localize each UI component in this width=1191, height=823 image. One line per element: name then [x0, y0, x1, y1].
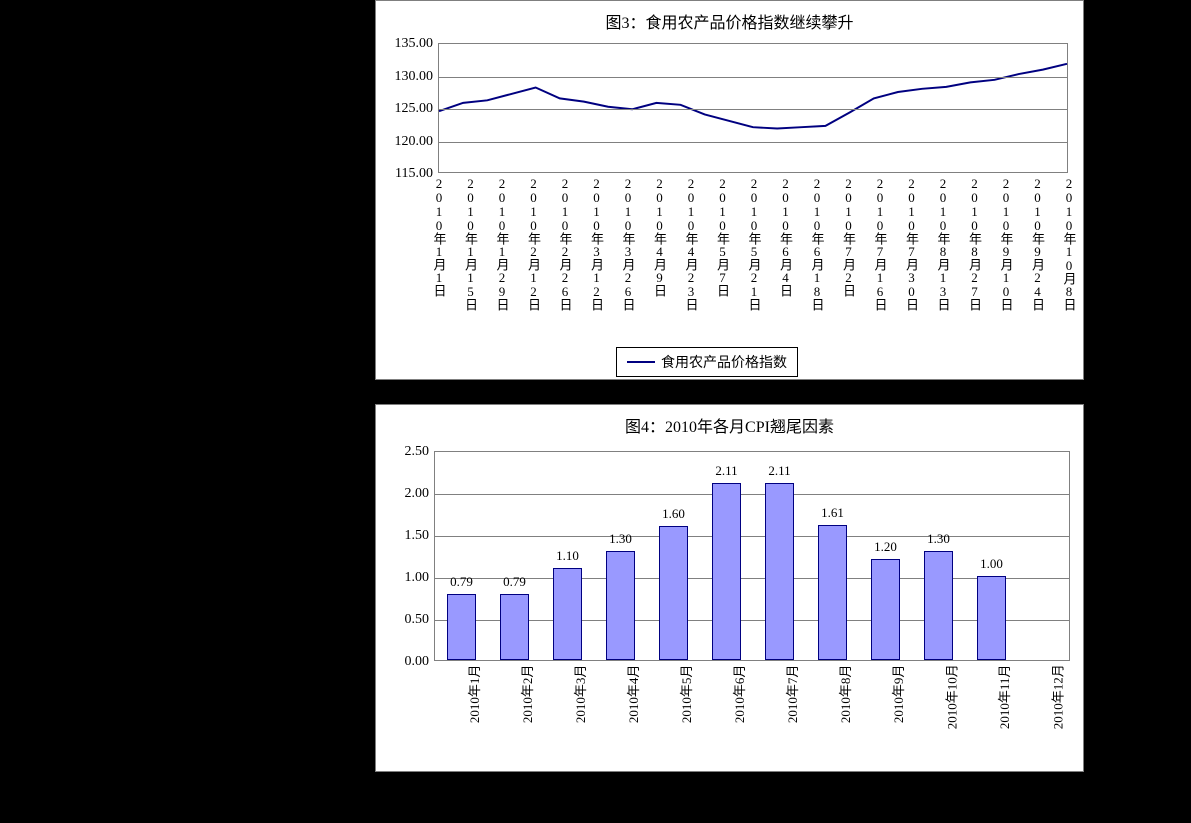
chart4-gridline — [435, 620, 1069, 621]
chart4-y-tick-label: 2.50 — [405, 444, 436, 460]
chart4-x-tick-label: 2010年1月 — [460, 660, 463, 663]
chart3-x-tick-label: 2010年1月29日 — [493, 172, 512, 310]
chart3-x-tick-label: 2010年4月9日 — [650, 172, 669, 296]
chart4-bar — [553, 568, 582, 660]
chart3-x-tick-label: 2010年3月26日 — [619, 172, 638, 310]
chart4-bar — [712, 483, 741, 660]
chart4-y-tick-label: 0.00 — [405, 654, 436, 670]
chart4-y-tick-label: 0.50 — [405, 612, 436, 628]
chart4-bar — [924, 551, 953, 660]
chart3-x-tick-label: 2010年1月1日 — [430, 172, 449, 296]
chart4-x-tick-label: 2010年7月 — [778, 660, 781, 663]
chart3-x-tick-label: 2010年7月30日 — [902, 172, 921, 310]
chart3-gridline — [439, 142, 1067, 143]
chart3-y-tick-label: 130.00 — [395, 69, 440, 85]
chart3-y-tick-label: 120.00 — [395, 134, 440, 150]
chart3-panel: 图3：食用农产品价格指数继续攀升 115.00120.00125.00130.0… — [375, 0, 1084, 380]
chart4-gridline — [435, 578, 1069, 579]
chart4-x-tick-label: 2010年9月 — [884, 660, 887, 663]
chart4-bar-label: 2.11 — [715, 463, 737, 479]
chart3-legend-line — [627, 361, 655, 363]
chart3-gridline — [439, 109, 1067, 110]
chart4-bar-label: 1.61 — [821, 505, 844, 521]
chart4-y-tick-label: 1.50 — [405, 528, 436, 544]
chart3-legend-label: 食用农产品价格指数 — [661, 352, 787, 372]
chart3-x-tick-label: 2010年5月7日 — [713, 172, 732, 296]
chart4-gridline — [435, 536, 1069, 537]
chart3-legend: 食用农产品价格指数 — [616, 347, 798, 377]
chart4-bar — [447, 594, 476, 660]
chart3-x-tick-label: 2010年8月27日 — [965, 172, 984, 310]
chart3-series-line — [439, 64, 1067, 129]
chart3-y-tick-label: 135.00 — [395, 36, 440, 52]
chart4-panel: 图4：2010年各月CPI翘尾因素 0.000.501.001.502.002.… — [375, 404, 1084, 772]
chart4-x-tick-label: 2010年12月 — [1043, 660, 1046, 663]
chart4-x-tick-label: 2010年5月 — [672, 660, 675, 663]
chart4-bar-label: 1.20 — [874, 539, 897, 555]
chart3-gridline — [439, 77, 1067, 78]
chart3-x-tick-label: 2010年9月24日 — [1028, 172, 1047, 310]
chart4-bar — [606, 551, 635, 660]
chart3-x-tick-label: 2010年10月8日 — [1060, 172, 1079, 310]
chart4-bar-label: 1.10 — [556, 548, 579, 564]
chart3-x-tick-label: 2010年6月4日 — [776, 172, 795, 296]
chart3-x-tick-label: 2010年2月26日 — [556, 172, 575, 310]
chart4-bar — [818, 525, 847, 660]
chart3-x-tick-label: 2010年9月10日 — [997, 172, 1016, 310]
chart4-plot-wrap: 0.00 0.50 1.00 1.50 2.00 2.50 2010年1月 0.79 2010年… — [376, 405, 1083, 771]
chart3-plot-wrap: 115.00120.00125.00130.00135.002010年1月1日2… — [376, 1, 1083, 379]
chart3-x-tick-label: 2010年1月15日 — [461, 172, 480, 310]
chart3-x-tick-label: 2010年7月16日 — [871, 172, 890, 310]
chart3-plot-area: 115.00120.00125.00130.00135.002010年1月1日2… — [438, 43, 1068, 173]
chart4-bar-label: 1.00 — [980, 556, 1003, 572]
chart4-bar — [977, 576, 1006, 660]
chart4-bar-label: 1.60 — [662, 506, 685, 522]
chart4-bar — [765, 483, 794, 660]
chart4-x-tick-label: 2010年10月 — [937, 660, 940, 663]
chart4-bar-label: 0.79 — [503, 574, 526, 590]
chart4-bar-label: 2.11 — [768, 463, 790, 479]
chart4-y-tick-label: 1.00 — [405, 570, 436, 586]
chart3-x-tick-label: 2010年8月13日 — [934, 172, 953, 310]
chart4-bar-label: 1.30 — [927, 531, 950, 547]
chart3-y-tick-label: 125.00 — [395, 101, 440, 117]
chart3-x-tick-label: 2010年5月21日 — [745, 172, 764, 310]
chart4-y-tick-label: 2.00 — [405, 486, 436, 502]
chart4-x-tick-label: 2010年11月 — [990, 660, 993, 663]
chart4-plot-area: 0.000.501.001.502.002.502010年1月0.792010年… — [434, 451, 1070, 661]
chart4-x-tick-label: 2010年6月 — [725, 660, 728, 663]
chart3-x-tick-label: 2010年2月12日 — [524, 172, 543, 310]
chart3-x-tick-label: 2010年7月2日 — [839, 172, 858, 296]
chart3-x-tick-label: 2010年4月23日 — [682, 172, 701, 310]
chart4-bar — [871, 559, 900, 660]
chart4-x-tick-label: 2010年3月 — [566, 660, 569, 663]
chart3-line-svg — [439, 44, 1067, 172]
chart4-bar-label: 0.79 — [450, 574, 473, 590]
chart4-x-tick-label: 2010年2月 — [513, 660, 516, 663]
chart3-x-tick-label: 2010年6月18日 — [808, 172, 827, 310]
chart4-bar-label: 1.30 — [609, 531, 632, 547]
chart4-gridline — [435, 494, 1069, 495]
chart4-x-tick-label: 2010年8月 — [831, 660, 834, 663]
chart4-x-tick-label: 2010年4月 — [619, 660, 622, 663]
chart4-bar — [659, 526, 688, 660]
chart4-bar — [500, 594, 529, 660]
chart3-x-tick-label: 2010年3月12日 — [587, 172, 606, 310]
